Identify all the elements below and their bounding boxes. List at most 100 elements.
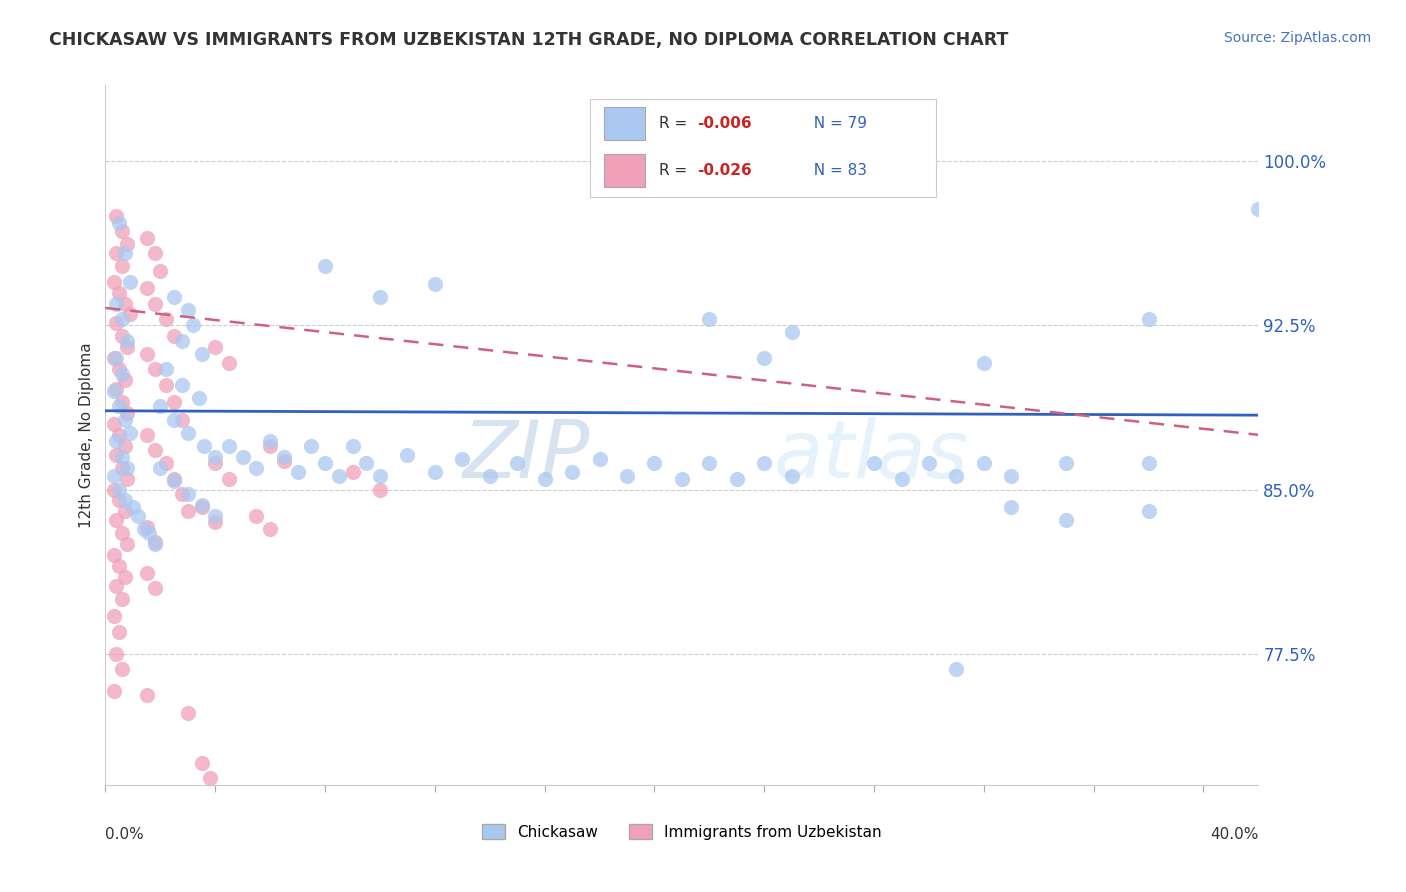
- Point: [172, 334, 194, 348]
- Point: [328, 469, 350, 483]
- Point: [143, 246, 166, 260]
- Point: [120, 275, 142, 289]
- Point: [105, 434, 128, 449]
- Point: [143, 443, 166, 458]
- Point: [478, 469, 501, 483]
- Point: [135, 520, 157, 534]
- Point: [135, 427, 157, 442]
- Point: [114, 412, 136, 426]
- Point: [451, 451, 474, 466]
- Point: [108, 624, 131, 639]
- Point: [103, 469, 125, 483]
- Point: [780, 469, 803, 483]
- Point: [114, 439, 136, 453]
- Point: [103, 275, 125, 289]
- Point: [108, 493, 131, 508]
- Point: [114, 373, 136, 387]
- Point: [190, 498, 212, 512]
- Point: [163, 472, 186, 486]
- Point: [108, 285, 131, 300]
- Point: [103, 351, 125, 366]
- Point: [177, 706, 200, 720]
- Text: ZIP: ZIP: [463, 417, 589, 495]
- Point: [127, 508, 149, 523]
- Point: [198, 772, 221, 786]
- Point: [396, 448, 419, 462]
- Point: [105, 513, 128, 527]
- Point: [204, 340, 226, 354]
- Point: [945, 662, 967, 676]
- Point: [172, 412, 194, 426]
- Point: [506, 456, 529, 470]
- Point: [1137, 504, 1160, 518]
- Point: [105, 382, 128, 396]
- Point: [105, 448, 128, 462]
- Point: [105, 579, 128, 593]
- Point: [1137, 311, 1160, 326]
- Point: [863, 456, 886, 470]
- Point: [108, 559, 131, 574]
- Point: [105, 209, 128, 223]
- Point: [105, 647, 128, 661]
- Point: [114, 570, 136, 584]
- Point: [103, 609, 125, 624]
- Point: [588, 451, 610, 466]
- Point: [108, 400, 131, 414]
- Point: [314, 456, 336, 470]
- Point: [108, 483, 131, 497]
- Point: [187, 391, 209, 405]
- Point: [108, 362, 131, 376]
- Point: [177, 303, 200, 318]
- Point: [143, 296, 166, 310]
- Point: [120, 425, 142, 440]
- Point: [725, 472, 748, 486]
- Point: [120, 308, 142, 322]
- Point: [273, 450, 295, 464]
- Point: [103, 483, 125, 497]
- Point: [204, 516, 226, 530]
- Point: [108, 427, 131, 442]
- Point: [423, 465, 446, 479]
- Point: [890, 472, 912, 486]
- Text: CHICKASAW VS IMMIGRANTS FROM UZBEKISTAN 12TH GRADE, NO DIPLOMA CORRELATION CHART: CHICKASAW VS IMMIGRANTS FROM UZBEKISTAN …: [49, 31, 1008, 49]
- Point: [117, 340, 139, 354]
- Point: [299, 439, 322, 453]
- Point: [671, 472, 693, 486]
- Point: [114, 296, 136, 310]
- Text: Source: ZipAtlas.com: Source: ZipAtlas.com: [1223, 31, 1371, 45]
- Point: [1000, 500, 1022, 514]
- Point: [135, 347, 157, 361]
- Point: [259, 434, 281, 449]
- Point: [117, 537, 139, 551]
- Point: [218, 356, 240, 370]
- Point: [368, 483, 391, 497]
- Point: [218, 439, 240, 453]
- Point: [342, 465, 364, 479]
- Point: [143, 581, 166, 595]
- Point: [172, 487, 194, 501]
- Point: [117, 237, 139, 252]
- Point: [117, 460, 139, 475]
- Point: [155, 456, 177, 470]
- Point: [616, 469, 638, 483]
- Point: [259, 522, 281, 536]
- Point: [135, 566, 157, 580]
- Point: [105, 296, 128, 310]
- Point: [368, 290, 391, 304]
- Point: [143, 537, 166, 551]
- Point: [114, 246, 136, 260]
- Point: [354, 456, 377, 470]
- Point: [103, 548, 125, 562]
- Point: [1137, 456, 1160, 470]
- Point: [138, 526, 160, 541]
- Point: [103, 384, 125, 398]
- Point: [117, 472, 139, 486]
- Point: [177, 504, 200, 518]
- Point: [114, 493, 136, 508]
- Point: [245, 460, 267, 475]
- Point: [368, 469, 391, 483]
- Point: [122, 500, 145, 514]
- Point: [111, 311, 134, 326]
- Point: [163, 395, 186, 409]
- Point: [105, 246, 128, 260]
